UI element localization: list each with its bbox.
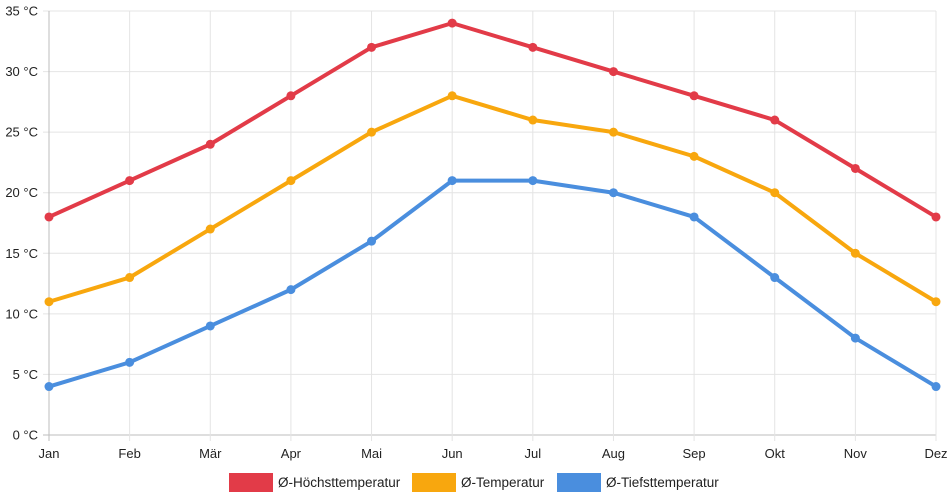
data-point [931, 212, 941, 222]
data-point [689, 212, 699, 222]
data-point [44, 382, 54, 392]
grid [43, 10, 937, 441]
data-point [367, 236, 377, 246]
data-point [205, 224, 215, 234]
data-point [367, 127, 377, 137]
x-tick-label: Mai [361, 446, 382, 461]
data-point [125, 357, 135, 367]
data-point [125, 273, 135, 283]
data-point [205, 139, 215, 149]
legend-label-1: Ø-Temperatur [461, 475, 545, 490]
x-tick-label: Sep [683, 446, 706, 461]
data-point [770, 273, 780, 283]
y-tick-label: 30 °C [5, 64, 38, 79]
data-point [286, 285, 296, 295]
data-point [528, 42, 538, 52]
x-tick-label: Okt [765, 446, 786, 461]
legend-swatch-2 [557, 473, 601, 492]
data-point [528, 115, 538, 125]
data-point [44, 297, 54, 307]
data-point [850, 333, 860, 343]
series-line-2 [47, 178, 938, 389]
data-point [447, 176, 457, 186]
x-tick-label: Aug [602, 446, 625, 461]
y-tick-label: 15 °C [5, 246, 38, 261]
data-point [447, 91, 457, 101]
data-point [528, 176, 538, 186]
data-point [689, 91, 699, 101]
data-point [125, 176, 135, 186]
y-tick-label: 25 °C [5, 125, 38, 140]
x-tick-label: Mär [199, 446, 222, 461]
legend-label-0: Ø-Höchsttemperatur [278, 475, 401, 490]
data-point [205, 321, 215, 331]
data-point [44, 212, 54, 222]
data-point [770, 188, 780, 198]
legend-label-2: Ø-Tiefsttemperatur [606, 475, 719, 490]
x-tick-label: Feb [118, 446, 140, 461]
y-tick-label: 0 °C [13, 428, 38, 443]
data-point [850, 248, 860, 258]
x-tick-label: Apr [281, 446, 302, 461]
data-point [367, 42, 377, 52]
series [44, 18, 941, 392]
data-point [286, 176, 296, 186]
data-point [689, 151, 699, 161]
x-tick-label: Jun [442, 446, 463, 461]
data-point [770, 115, 780, 125]
y-tick-label: 10 °C [5, 306, 38, 321]
y-tick-label: 35 °C [5, 4, 38, 19]
data-point [608, 188, 618, 198]
y-tick-label: 20 °C [5, 185, 38, 200]
legend-swatch-0 [229, 473, 273, 492]
y-tick-label: 5 °C [13, 367, 38, 382]
x-tick-label: Nov [844, 446, 868, 461]
y-axis: 0 °C 5 °C 10 °C 15 °C 20 °C 25 °C 30 °C 35 °C [5, 4, 38, 443]
data-point [931, 297, 941, 307]
legend-swatch-1 [412, 473, 456, 492]
data-point [286, 91, 296, 101]
data-point [447, 18, 457, 28]
x-tick-label: Jul [525, 446, 542, 461]
data-point [850, 163, 860, 173]
data-point [931, 382, 941, 392]
x-axis: Jan Feb Mär Apr Mai Jun Jul Aug Sep Okt Nov Dez [39, 446, 948, 461]
x-tick-label: Dez [924, 446, 947, 461]
legend: Ø-Höchsttemperatur Ø-Temperatur Ø-Tiefstte… [229, 473, 719, 492]
series-line-0 [47, 21, 938, 219]
data-point [608, 67, 618, 77]
series-line-1 [47, 93, 938, 304]
x-tick-label: Jan [39, 446, 60, 461]
data-point [608, 127, 618, 137]
